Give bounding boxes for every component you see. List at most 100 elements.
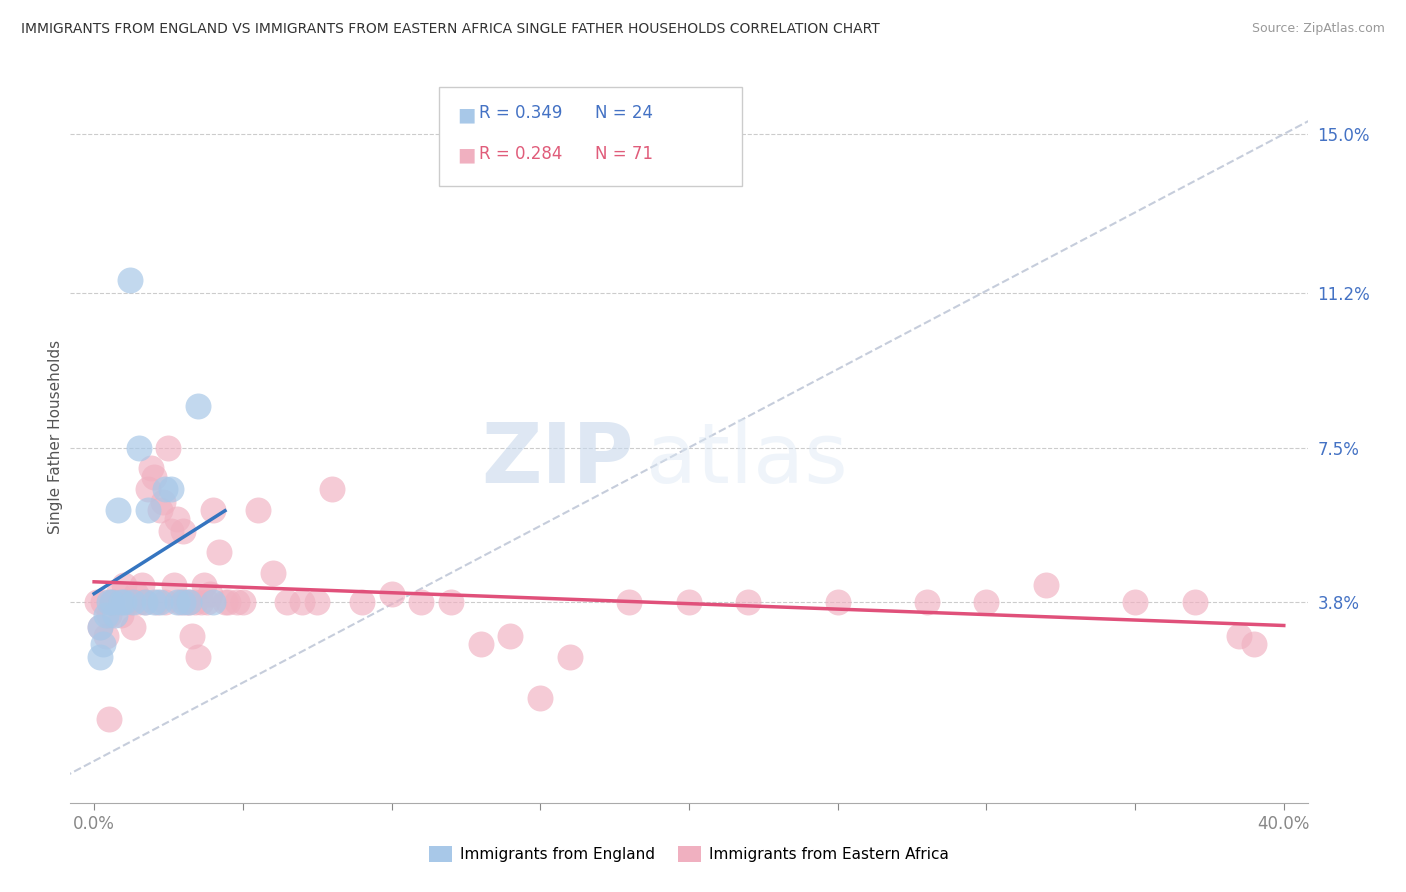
Point — [172, 524, 194, 538]
Point — [110, 595, 132, 609]
Text: ■: ■ — [457, 145, 475, 164]
Y-axis label: Single Father Households: Single Father Households — [48, 340, 63, 534]
Text: ■: ■ — [457, 105, 475, 124]
Point — [193, 578, 215, 592]
Point — [184, 595, 207, 609]
Point — [91, 595, 114, 609]
Point — [121, 620, 143, 634]
Text: atlas: atlas — [645, 418, 848, 500]
Point — [107, 503, 129, 517]
Point — [225, 595, 247, 609]
Point — [86, 595, 108, 609]
Text: R = 0.284: R = 0.284 — [479, 145, 562, 162]
Point — [350, 595, 373, 609]
Point — [134, 595, 156, 609]
Point — [411, 595, 433, 609]
Point — [291, 595, 314, 609]
Point — [1243, 637, 1265, 651]
Point — [380, 587, 402, 601]
Point — [181, 629, 204, 643]
Point — [202, 503, 225, 517]
Point — [208, 545, 231, 559]
Point — [94, 607, 117, 622]
Point — [440, 595, 463, 609]
Point — [499, 629, 522, 643]
Point — [1035, 578, 1057, 592]
Point — [198, 587, 221, 601]
Point — [276, 595, 298, 609]
Point — [128, 595, 150, 609]
Legend: Immigrants from England, Immigrants from Eastern Africa: Immigrants from England, Immigrants from… — [423, 840, 955, 868]
Point — [148, 503, 170, 517]
Text: R = 0.349: R = 0.349 — [479, 104, 562, 122]
Text: Source: ZipAtlas.com: Source: ZipAtlas.com — [1251, 22, 1385, 36]
Point — [91, 637, 114, 651]
Point — [470, 637, 492, 651]
Point — [142, 470, 165, 484]
Point — [187, 399, 209, 413]
Point — [558, 649, 581, 664]
Point — [195, 595, 218, 609]
Point — [89, 620, 111, 634]
Point — [104, 595, 127, 609]
Point — [89, 620, 111, 634]
Point — [172, 595, 194, 609]
Point — [98, 607, 120, 622]
Point — [98, 712, 120, 726]
Point — [169, 595, 191, 609]
Point — [107, 587, 129, 601]
Point — [1184, 595, 1206, 609]
Point — [187, 649, 209, 664]
Point — [94, 629, 117, 643]
Point — [131, 578, 153, 592]
Point — [262, 566, 284, 580]
Point — [112, 578, 135, 592]
Point — [104, 607, 127, 622]
Point — [148, 595, 170, 609]
Point — [157, 441, 180, 455]
Text: ZIP: ZIP — [481, 418, 633, 500]
Point — [98, 595, 120, 609]
Point — [163, 578, 186, 592]
Point — [827, 595, 849, 609]
Point — [179, 595, 201, 609]
Point — [166, 595, 188, 609]
Text: IMMIGRANTS FROM ENGLAND VS IMMIGRANTS FROM EASTERN AFRICA SINGLE FATHER HOUSEHOL: IMMIGRANTS FROM ENGLAND VS IMMIGRANTS FR… — [21, 22, 880, 37]
Point — [737, 595, 759, 609]
Point — [118, 273, 141, 287]
Point — [115, 595, 138, 609]
Point — [101, 595, 124, 609]
Point — [136, 483, 159, 497]
Point — [110, 607, 132, 622]
Text: N = 71: N = 71 — [595, 145, 652, 162]
Point — [118, 595, 141, 609]
Point — [134, 595, 156, 609]
Point — [139, 461, 162, 475]
Point — [112, 595, 135, 609]
Point — [174, 595, 197, 609]
Point — [152, 495, 174, 509]
Point — [160, 524, 183, 538]
Point — [976, 595, 998, 609]
Point — [121, 595, 143, 609]
Point — [155, 595, 177, 609]
Point — [125, 587, 148, 601]
Point — [619, 595, 641, 609]
Point — [166, 511, 188, 525]
Point — [89, 649, 111, 664]
Point — [915, 595, 938, 609]
Point — [142, 595, 165, 609]
Point — [1227, 629, 1250, 643]
Point — [179, 595, 201, 609]
Point — [101, 595, 124, 609]
Point — [214, 595, 236, 609]
Point — [529, 691, 551, 706]
Point — [202, 595, 225, 609]
Point — [307, 595, 329, 609]
Point — [190, 595, 212, 609]
Point — [155, 483, 177, 497]
Point — [678, 595, 700, 609]
Point — [217, 595, 239, 609]
Point — [321, 483, 343, 497]
Text: N = 24: N = 24 — [595, 104, 652, 122]
